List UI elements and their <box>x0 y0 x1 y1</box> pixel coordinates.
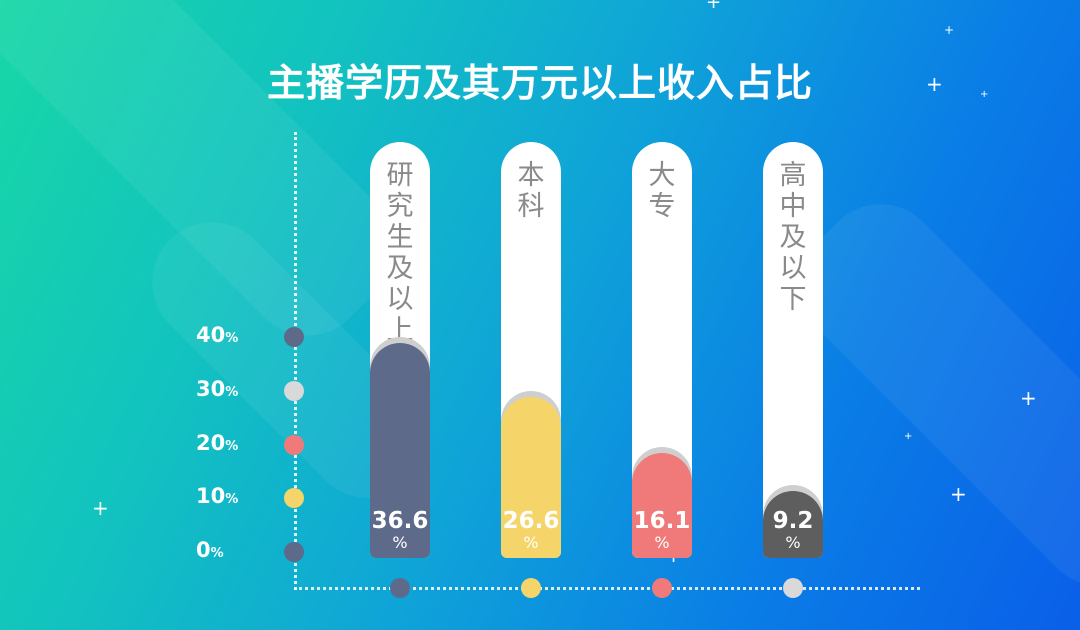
bar-value-unit: % <box>785 533 801 552</box>
bar-3 <box>632 453 692 558</box>
y-tick-unit: % <box>225 492 239 508</box>
category-label-char: 研 <box>386 160 414 191</box>
bar-value: 26.6 <box>502 508 560 534</box>
y-tick-dot <box>284 380 304 401</box>
category-label-char: 下 <box>779 284 807 315</box>
sparkle-icon: + <box>950 482 967 506</box>
bar-value-label: 16.1% <box>632 507 692 551</box>
x-axis-line <box>294 587 920 590</box>
y-tick-unit: % <box>225 438 239 454</box>
y-tick-label: 30% <box>196 377 256 401</box>
category-label: 本科 <box>501 160 561 222</box>
bar-value: 36.6 <box>371 508 429 534</box>
category-label: 大专 <box>632 160 692 222</box>
category-label: 高中及以下 <box>763 160 823 315</box>
y-tick-label: 10% <box>196 484 256 508</box>
sparkle-icon: + <box>92 496 109 520</box>
sparkle-icon: + <box>706 0 722 13</box>
y-tick-value: 10 <box>196 484 226 509</box>
bar-4 <box>763 490 823 558</box>
category-label-char: 本 <box>517 160 545 191</box>
bar-value-label: 26.6% <box>501 507 561 551</box>
x-axis-dot <box>783 578 803 598</box>
category-label-char: 大 <box>648 160 676 191</box>
category-label-char: 究 <box>386 191 414 222</box>
x-axis-dot <box>521 578 541 598</box>
y-tick-label: 40% <box>196 323 256 347</box>
x-axis-dot <box>390 578 410 598</box>
y-tick-value: 30 <box>196 376 226 401</box>
bar-value-unit: % <box>654 533 670 552</box>
category-label-char: 科 <box>517 191 545 222</box>
category-label-char: 专 <box>648 191 676 222</box>
bar-value-label: 9.2% <box>763 507 823 551</box>
category-label-char: 中 <box>779 191 807 222</box>
chart-title: 主播学历及其万元以上收入占比 <box>266 61 813 105</box>
sparkle-icon: + <box>926 72 943 96</box>
y-tick-value: 0 <box>196 538 211 562</box>
y-tick-label: 0% <box>196 538 256 562</box>
bar-value-unit: % <box>523 533 539 552</box>
y-tick-unit: % <box>225 331 239 346</box>
bar-value-unit: % <box>392 533 408 552</box>
category-label-char: 高 <box>779 160 807 191</box>
y-tick-dot <box>284 542 304 562</box>
y-tick-dot <box>284 327 304 347</box>
y-tick-value: 20 <box>196 430 226 455</box>
bar-value-label: 36.6% <box>370 507 430 551</box>
bar-value: 16.1 <box>633 508 691 534</box>
y-tick-unit: % <box>225 384 239 400</box>
y-axis-line <box>294 132 297 590</box>
y-tick-dot <box>284 488 304 509</box>
x-axis-dot <box>652 578 672 598</box>
sparkle-icon: + <box>1020 386 1037 410</box>
y-tick-unit: % <box>210 546 224 561</box>
bar-2 <box>501 397 561 558</box>
category-label-char: 及 <box>779 222 807 253</box>
category-label-char: 以 <box>779 253 807 284</box>
category-label-char: 及 <box>386 253 414 284</box>
bar-value: 9.2 <box>772 508 814 534</box>
category-label-char: 以 <box>386 284 414 315</box>
sparkle-icon: + <box>944 23 955 37</box>
y-tick-value: 40 <box>196 323 226 347</box>
y-tick-dot <box>284 434 304 455</box>
y-tick-label: 20% <box>196 431 256 455</box>
category-label-char: 生 <box>386 222 414 253</box>
sparkle-icon: + <box>904 431 913 442</box>
bar-1 <box>370 343 430 558</box>
category-label: 研究生及以上 <box>370 160 430 346</box>
sparkle-icon: + <box>980 89 989 100</box>
